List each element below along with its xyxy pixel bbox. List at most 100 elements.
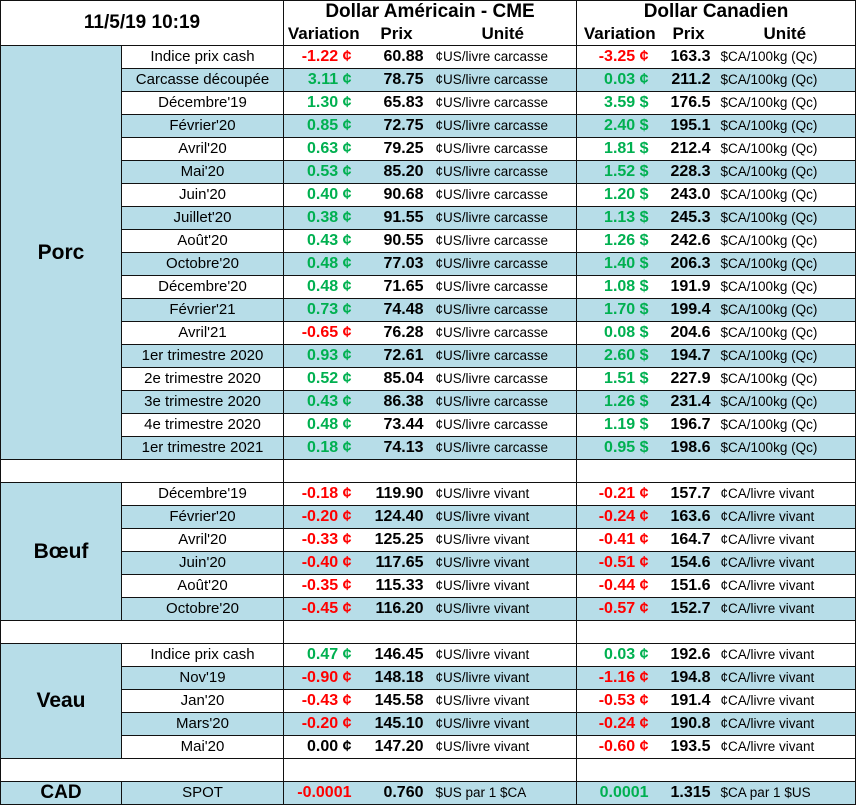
cad-prix: 157.7: [662, 482, 715, 506]
row-label: Juillet'20: [121, 206, 284, 230]
cad-unite: $CA/100kg (Qc): [714, 183, 856, 207]
row-label: Nov'19: [121, 666, 284, 690]
cad-prix: 152.7: [662, 597, 715, 621]
cad-variation: 0.03 ¢: [576, 68, 663, 92]
usd-prix: 90.68: [363, 183, 430, 207]
cad-prix: 195.1: [662, 114, 715, 138]
usd-prix: 115.33: [363, 574, 430, 598]
section-spacer: [0, 758, 856, 782]
table-row: Février'20 0.85 ¢ 72.75 ¢US/livre carcasse 2…: [1, 114, 856, 138]
cad-variation: 1.81 $: [576, 137, 663, 161]
cad-variation: 0.08 $: [576, 321, 663, 345]
cad-unite: ¢CA/livre vivant: [714, 712, 856, 736]
row-label: Octobre'20: [121, 252, 284, 276]
cad-variation: -0.44 ¢: [576, 574, 663, 598]
table-row: Décembre'20 0.48 ¢ 71.65 ¢US/livre carcasse…: [1, 275, 856, 299]
usd-unite: ¢US/livre vivant: [429, 597, 578, 621]
usd-variation: -0.20 ¢: [283, 712, 364, 736]
usd-variation: -0.18 ¢: [283, 482, 364, 506]
usd-prix: 91.55: [363, 206, 430, 230]
cad-group-title: Dollar Canadien: [576, 0, 856, 23]
row-label: 1er trimestre 2020: [121, 344, 284, 368]
row-label: Mai'20: [121, 735, 284, 759]
usd-unite: ¢US/livre carcasse: [429, 114, 578, 138]
cad-unite: ¢CA/livre vivant: [714, 505, 856, 529]
row-label: Octobre'20: [121, 597, 284, 621]
cad-unite: ¢CA/livre vivant: [714, 551, 856, 575]
usd-unite: ¢US/livre carcasse: [429, 344, 578, 368]
usd-prix: 60.88: [363, 45, 430, 69]
usd-prix: 74.13: [363, 436, 430, 460]
cad-prix: 196.7: [662, 413, 715, 437]
timestamp: 11/5/19 10:19: [0, 0, 284, 46]
cad-variation: 1.52 $: [576, 160, 663, 184]
row-label: Mars'20: [121, 712, 284, 736]
table-row: Août'20 0.43 ¢ 90.55 ¢US/livre carcasse 1.26…: [1, 229, 856, 253]
cad-variation: 0.95 $: [576, 436, 663, 460]
usd-variation: 1.30 ¢: [283, 91, 364, 115]
usd-variation: 0.93 ¢: [283, 344, 364, 368]
usd-variation: -0.90 ¢: [283, 666, 364, 690]
row-label: Indice prix cash: [121, 45, 284, 69]
usd-unite: $US par 1 $CA: [429, 781, 578, 805]
cad-unite: ¢CA/livre vivant: [714, 643, 856, 667]
spacer-cell: [576, 758, 856, 782]
cad-variation: 1.08 $: [576, 275, 663, 299]
cad-unite: $CA/100kg (Qc): [714, 45, 856, 69]
cad-variation: 1.70 $: [576, 298, 663, 322]
table-row: Avril'20 -0.33 ¢ 125.25 ¢US/livre vivant -0.…: [1, 528, 856, 552]
usd-group-title: Dollar Américain - CME: [282, 0, 578, 23]
table-row: Mai'20 0.00 ¢ 147.20 ¢US/livre vivant -0.60 …: [1, 735, 856, 759]
table-row: Mars'20 -0.20 ¢ 145.10 ¢US/livre vivant -0.2…: [1, 712, 856, 736]
usd-unite: ¢US/livre vivant: [429, 505, 578, 529]
usd-variation: 0.52 ¢: [283, 367, 364, 391]
row-label: Carcasse découpée: [121, 68, 284, 92]
usd-unite: ¢US/livre carcasse: [429, 45, 578, 69]
usd-unite: ¢US/livre carcasse: [429, 413, 578, 437]
cad-unite: $CA/100kg (Qc): [714, 229, 856, 253]
usd-variation: 3.11 ¢: [283, 68, 364, 92]
row-label: 4e trimestre 2020: [121, 413, 284, 437]
spacer-cell: [576, 459, 856, 483]
usd-prix: 78.75: [363, 68, 430, 92]
spacer-cell: [282, 620, 578, 644]
usd-variation: 0.43 ¢: [283, 390, 364, 414]
usd-prix: 124.40: [363, 505, 430, 529]
usd-prix: 117.65: [363, 551, 430, 575]
row-label: Juin'20: [121, 183, 284, 207]
table-row: Nov'19 -0.90 ¢ 148.18 ¢US/livre vivant -1.16…: [1, 666, 856, 690]
table-row: Veau Indice prix cash 0.47 ¢ 146.45 ¢US/livr…: [0, 643, 856, 759]
usd-unite: ¢US/livre vivant: [429, 666, 578, 690]
cad-prix: 228.3: [662, 160, 715, 184]
row-label: Juin'20: [121, 551, 284, 575]
usd-unite: ¢US/livre vivant: [429, 735, 578, 759]
usd-unite: ¢US/livre vivant: [429, 482, 578, 506]
cad-variation: 2.40 $: [576, 114, 663, 138]
usd-variation: 0.63 ¢: [283, 137, 364, 161]
cad-prix: 245.3: [662, 206, 715, 230]
usd-prix: 71.65: [363, 275, 430, 299]
row-label: SPOT: [121, 781, 284, 805]
veau-category-label: Veau: [0, 643, 122, 759]
cad-unite: ¢CA/livre vivant: [714, 482, 856, 506]
cad-unite: $CA par 1 $US: [714, 781, 856, 805]
table-row: 1er trimestre 2020 0.93 ¢ 72.61 ¢US/livre c…: [1, 344, 856, 368]
table-row: Août'20 -0.35 ¢ 115.33 ¢US/livre vivant -0.4…: [1, 574, 856, 598]
table-row: Mai'20 0.53 ¢ 85.20 ¢US/livre carcasse 1.52 …: [1, 160, 856, 184]
usd-unite: ¢US/livre carcasse: [429, 91, 578, 115]
spacer-cell: [282, 459, 578, 483]
row-label: 1er trimestre 2021: [121, 436, 284, 460]
cad-unite: $CA/100kg (Qc): [714, 68, 856, 92]
cad-prix: 198.6: [662, 436, 715, 460]
usd-prix: 119.90: [363, 482, 430, 506]
cad-variation: 3.59 $: [576, 91, 663, 115]
usd-variation-header: Variation: [283, 23, 364, 46]
section-spacer: [0, 620, 856, 644]
usd-prix: 86.38: [363, 390, 430, 414]
usd-unite: ¢US/livre carcasse: [429, 298, 578, 322]
cad-category-label: CAD: [0, 781, 122, 805]
cad-prix: 163.6: [662, 505, 715, 529]
usd-prix: 147.20: [363, 735, 430, 759]
usd-prix: 148.18: [363, 666, 430, 690]
section-spacer: [0, 459, 856, 483]
